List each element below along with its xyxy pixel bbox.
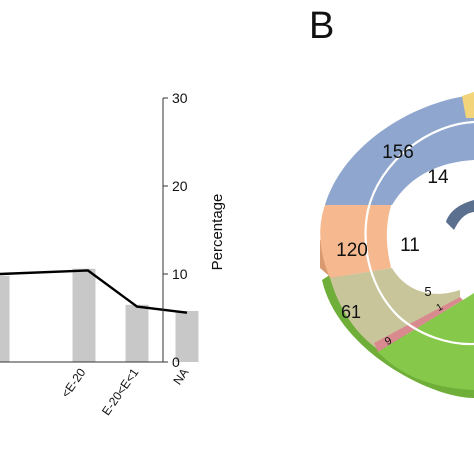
bar	[72, 268, 96, 362]
donut-segment	[374, 297, 463, 352]
donut-inner-wall	[446, 200, 474, 230]
bar	[0, 275, 10, 362]
x-tick-label: <E-20	[58, 365, 88, 400]
panel-label-b: B	[309, 5, 334, 47]
bar-series	[0, 268, 199, 362]
y-tick-label: 30	[172, 90, 188, 106]
x-tick-label: E-20<E<1	[99, 365, 142, 418]
segment-label: 9	[383, 335, 394, 348]
segment-label: 11	[400, 235, 420, 256]
segment-label: 61	[341, 302, 361, 322]
segment-label: 14	[427, 167, 449, 188]
segment-label: 1	[435, 301, 446, 314]
segment-label: 156	[382, 142, 414, 163]
donut-segment	[320, 205, 392, 278]
segment-label: 120	[336, 240, 368, 261]
donut-segment	[462, 92, 474, 118]
line-series	[0, 269, 188, 314]
right-y-axis-label: Percentage	[209, 194, 226, 271]
x-axis-tick-labels: <E-20 E-20<E<1 NA	[58, 365, 191, 418]
donut-segment	[378, 293, 474, 390]
donut-segment	[325, 95, 474, 205]
y-tick-label: 10	[172, 266, 188, 282]
y-tick-label: 20	[172, 178, 188, 194]
ring-separator-inner	[386, 204, 393, 269]
panel-b-donut: B 156 14 120 11 61 5 1 9	[309, 5, 474, 398]
right-y-axis-ticks: 0 10 20 30	[163, 90, 188, 370]
donut-segment	[330, 268, 460, 348]
y-tick-label: 0	[172, 354, 180, 370]
bar	[175, 310, 199, 362]
segment-label: 5	[424, 284, 431, 299]
ring-separator	[364, 120, 474, 346]
bar	[125, 304, 149, 362]
